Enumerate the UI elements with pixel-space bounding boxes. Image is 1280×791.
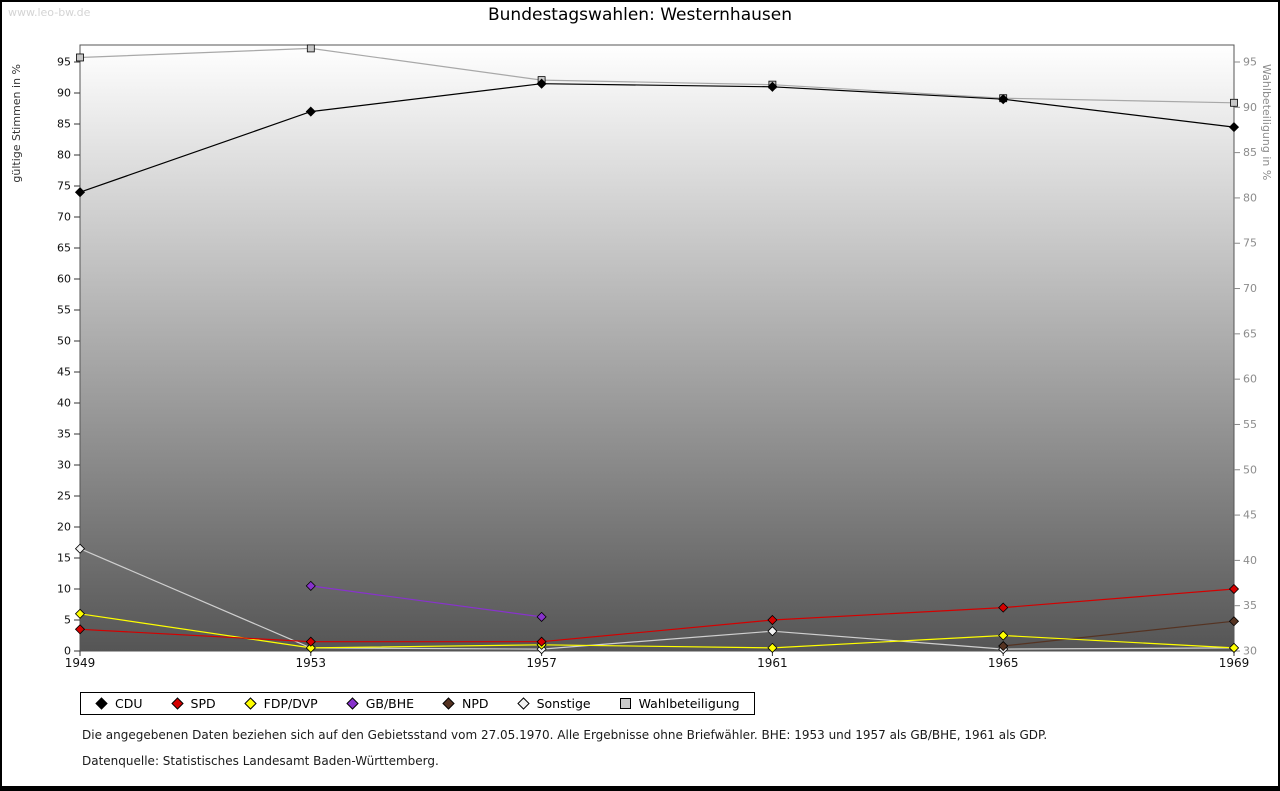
svg-text:1949: 1949 [65, 656, 96, 670]
svg-text:95: 95 [57, 56, 71, 69]
svg-text:1965: 1965 [988, 656, 1019, 670]
svg-text:35: 35 [1243, 599, 1257, 612]
svg-text:60: 60 [1243, 373, 1257, 386]
footnote-source: Datenquelle: Statistisches Landesamt Bad… [82, 754, 439, 768]
legend-label-npd: NPD [462, 696, 489, 711]
svg-text:85: 85 [1243, 146, 1257, 159]
svg-text:50: 50 [57, 335, 71, 348]
legend-item-spd: SPD [170, 696, 216, 711]
legend-label-cdu: CDU [115, 696, 143, 711]
diamond-marker-icon [243, 697, 257, 710]
svg-text:75: 75 [57, 180, 71, 193]
legend-label-spd: SPD [190, 696, 216, 711]
left-axis-label: gültige Stimmen in % [10, 64, 23, 183]
svg-text:95: 95 [1243, 56, 1257, 69]
svg-text:55: 55 [1243, 418, 1257, 431]
legend-label-wahlbeteiligung: Wahlbeteiligung [638, 696, 740, 711]
svg-text:5: 5 [64, 614, 71, 627]
svg-text:55: 55 [57, 304, 71, 317]
page-title: Bundestagswahlen: Westernhausen [487, 5, 792, 25]
svg-text:45: 45 [1243, 509, 1257, 522]
legend-item-gb-bhe: GB/BHE [345, 696, 415, 711]
legend-label-fdp-dvp: FDP/DVP [263, 696, 318, 711]
svg-text:35: 35 [57, 428, 71, 441]
legend-label-sonstige: Sonstige [536, 696, 591, 711]
svg-text:1961: 1961 [757, 656, 788, 670]
svg-text:45: 45 [57, 366, 71, 379]
legend-item-sonstige: Sonstige [516, 696, 591, 711]
svg-text:70: 70 [1243, 282, 1257, 295]
legend-item-npd: NPD [442, 696, 489, 711]
svg-text:50: 50 [1243, 463, 1257, 476]
svg-text:65: 65 [1243, 327, 1257, 340]
right-axis-label: Wahlbeteiligung in % [1260, 64, 1273, 181]
svg-text:1969: 1969 [1219, 656, 1250, 670]
diamond-marker-icon [516, 697, 530, 710]
svg-text:20: 20 [57, 521, 71, 534]
svg-text:1957: 1957 [526, 656, 557, 670]
svg-text:15: 15 [57, 552, 71, 565]
watermark: www.leo-bw.de [8, 6, 91, 19]
svg-text:40: 40 [1243, 554, 1257, 567]
legend-item-wahlbeteiligung: Wahlbeteiligung [619, 696, 740, 711]
legend-item-fdp-dvp: FDP/DVP [243, 696, 318, 711]
diamond-marker-icon [95, 697, 108, 710]
svg-text:0: 0 [64, 645, 71, 658]
svg-text:25: 25 [57, 490, 71, 503]
footnote-note: Die angegebenen Daten beziehen sich auf … [82, 728, 1048, 742]
legend-label-gb-bhe: GB/BHE [365, 696, 415, 711]
svg-text:60: 60 [57, 273, 71, 286]
line-chart: 0 5 10 15 20 25 30 35 40 45 50 55 60 65 70 75 80 85 90 95 30… [57, 44, 1257, 670]
svg-text:80: 80 [57, 149, 71, 162]
chart-legend: CDU SPD FDP/DVP GB/BHE NPD Sonstige Wahlbeteil… [80, 692, 755, 715]
svg-text:30: 30 [1243, 645, 1257, 658]
svg-text:40: 40 [57, 397, 71, 410]
svg-text:90: 90 [57, 87, 71, 100]
svg-text:75: 75 [1243, 237, 1257, 250]
svg-text:65: 65 [57, 242, 71, 255]
svg-text:70: 70 [57, 211, 71, 224]
diamond-marker-icon [345, 697, 359, 710]
square-marker-icon [619, 697, 632, 710]
svg-text:1953: 1953 [296, 656, 327, 670]
svg-text:10: 10 [57, 583, 71, 596]
svg-text:80: 80 [1243, 191, 1257, 204]
diamond-marker-icon [170, 697, 184, 710]
legend-item-cdu: CDU [95, 696, 143, 711]
diamond-marker-icon [442, 697, 455, 710]
svg-text:90: 90 [1243, 101, 1257, 114]
svg-text:30: 30 [57, 459, 71, 472]
svg-text:85: 85 [57, 118, 71, 131]
